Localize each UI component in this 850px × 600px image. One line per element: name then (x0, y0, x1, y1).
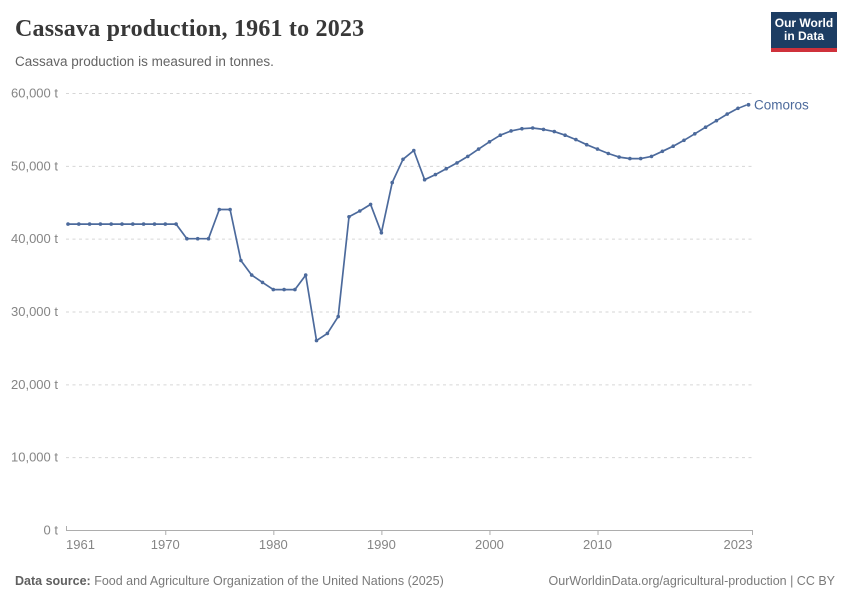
y-axis-labels: 0 t 10,000 t 20,000 t 30,000 t 40,000 t 50,00… (11, 86, 58, 538)
x-axis (66, 526, 753, 535)
svg-text:1961: 1961 (66, 537, 95, 552)
svg-text:Comoros: Comoros (754, 98, 809, 113)
svg-text:30,000 t: 30,000 t (11, 304, 58, 319)
svg-text:10,000 t: 10,000 t (11, 450, 58, 465)
owid-logo-line2: in Data (783, 29, 824, 43)
x-axis-labels: 1961 1970 1980 1990 2000 2010 2023 (66, 537, 752, 552)
owid-logo-line1: Our World (774, 16, 834, 30)
svg-text:1970: 1970 (151, 537, 180, 552)
series-points (66, 106, 740, 343)
svg-text:20,000 t: 20,000 t (11, 377, 58, 392)
svg-text:60,000 t: 60,000 t (11, 86, 58, 101)
page-title: Cassava production, 1961 to 2023 (15, 16, 365, 42)
data-source-label: Data source: (15, 574, 91, 588)
series-line-comoros (67, 107, 739, 342)
svg-text:2000: 2000 (475, 537, 504, 552)
svg-text:40,000 t: 40,000 t (11, 231, 58, 246)
series-label-comoros[interactable]: Comoros (739, 98, 810, 113)
svg-text:0 t: 0 t (44, 523, 59, 538)
svg-text:2010: 2010 (583, 537, 612, 552)
svg-text:50,000 t: 50,000 t (11, 158, 58, 173)
chart-footer: Data source: Food and Agriculture Organi… (0, 574, 850, 588)
svg-text:2023: 2023 (724, 537, 753, 552)
data-source: Data source: Food and Agriculture Organi… (15, 574, 444, 588)
page-subtitle: Cassava production is measured in tonnes… (15, 54, 274, 69)
svg-text:1980: 1980 (259, 537, 288, 552)
svg-text:1990: 1990 (367, 537, 396, 552)
credit-link[interactable]: OurWorldinData.org/agricultural-producti… (548, 574, 835, 588)
data-source-text: Food and Agriculture Organization of the… (94, 574, 444, 588)
owid-logo[interactable]: Our World in Data (771, 12, 837, 52)
y-gridlines (66, 93, 753, 459)
